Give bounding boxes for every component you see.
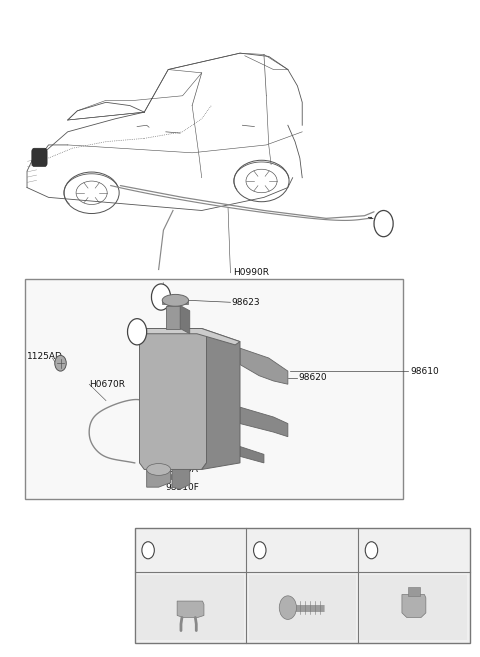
Polygon shape: [240, 348, 288, 384]
Bar: [135, 528, 470, 643]
Circle shape: [374, 210, 393, 237]
Circle shape: [142, 542, 155, 559]
Polygon shape: [166, 306, 180, 328]
Bar: [137, 576, 244, 640]
Bar: [360, 576, 468, 640]
Text: 98515A: 98515A: [163, 465, 198, 474]
Text: b: b: [158, 292, 164, 302]
Ellipse shape: [162, 294, 189, 306]
Circle shape: [253, 542, 266, 559]
Polygon shape: [147, 470, 170, 487]
Bar: [24, 279, 403, 499]
Text: c: c: [381, 219, 386, 229]
Polygon shape: [402, 595, 426, 618]
Polygon shape: [202, 328, 240, 470]
Polygon shape: [162, 300, 188, 304]
Text: 98623: 98623: [232, 298, 261, 307]
Text: c: c: [369, 546, 374, 555]
Circle shape: [55, 355, 66, 371]
Bar: [249, 576, 356, 640]
Polygon shape: [240, 407, 288, 437]
Text: b: b: [257, 546, 263, 555]
Text: 98661G: 98661G: [389, 545, 431, 555]
Text: 1125AD: 1125AD: [27, 351, 63, 361]
Polygon shape: [172, 470, 190, 489]
Text: 98516: 98516: [277, 545, 312, 555]
Text: H0670R: H0670R: [89, 380, 125, 389]
Text: a: a: [145, 546, 151, 555]
Text: 98510F: 98510F: [166, 483, 200, 491]
Bar: [408, 587, 420, 596]
Polygon shape: [140, 328, 240, 345]
Text: a: a: [134, 327, 140, 337]
Text: H0990R: H0990R: [233, 268, 269, 277]
Text: 98620: 98620: [299, 373, 327, 382]
FancyBboxPatch shape: [32, 148, 47, 167]
Circle shape: [152, 284, 170, 310]
Polygon shape: [180, 306, 190, 334]
Circle shape: [128, 319, 147, 345]
Text: 98610: 98610: [410, 367, 439, 376]
Ellipse shape: [147, 464, 170, 476]
Polygon shape: [140, 328, 206, 470]
Polygon shape: [177, 601, 204, 618]
Text: 81199: 81199: [166, 545, 200, 555]
Polygon shape: [240, 447, 264, 463]
Circle shape: [365, 542, 378, 559]
Circle shape: [279, 596, 297, 620]
